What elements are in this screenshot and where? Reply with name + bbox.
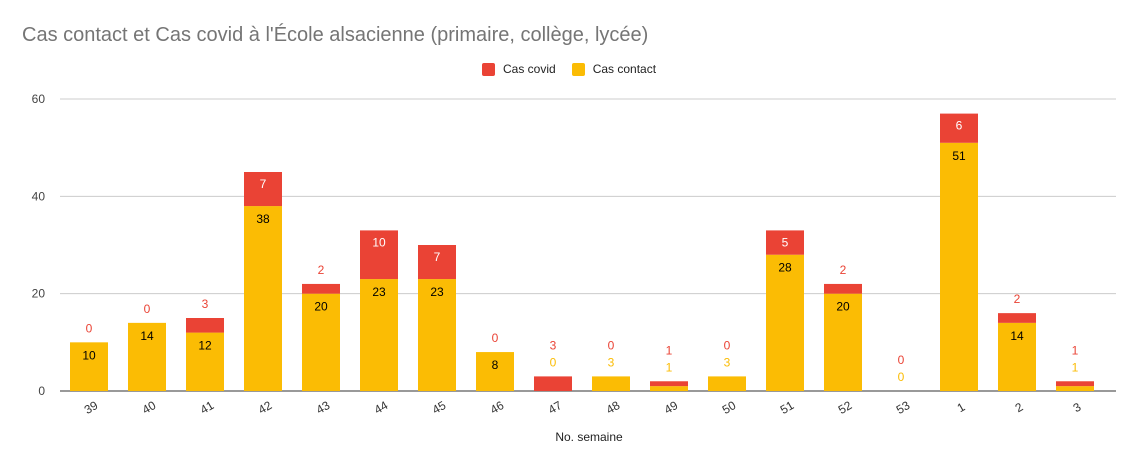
legend-item-contact[interactable]: Cas contact xyxy=(571,62,657,76)
x-tick-label: 46 xyxy=(488,398,507,417)
bar-cas-contact[interactable] xyxy=(998,322,1036,391)
x-tick-label: 44 xyxy=(372,398,391,417)
x-tick-label: 45 xyxy=(430,398,449,417)
bar-cas-covid[interactable] xyxy=(940,113,978,143)
x-tick-label: 51 xyxy=(778,398,797,417)
data-label-cas-covid: 7 xyxy=(434,250,441,264)
data-label-cas-contact: 38 xyxy=(256,212,270,226)
y-tick-label: 40 xyxy=(32,189,46,203)
bar-cas-covid[interactable] xyxy=(534,376,572,391)
x-tick-label: 48 xyxy=(604,398,623,417)
x-tick-label: 53 xyxy=(894,398,913,417)
bar-cas-contact[interactable] xyxy=(940,142,978,391)
data-label-cas-covid: 1 xyxy=(1072,343,1079,357)
bar-cas-contact[interactable] xyxy=(592,376,630,391)
data-label-cas-covid: 1 xyxy=(666,343,673,357)
data-label-cas-contact: 1 xyxy=(1072,360,1079,374)
bar-cas-contact[interactable] xyxy=(650,386,688,391)
data-label-cas-covid: 5 xyxy=(782,235,789,249)
bar-cas-covid[interactable] xyxy=(824,283,862,294)
data-label-cas-contact: 51 xyxy=(952,149,966,163)
bar-cas-contact[interactable] xyxy=(244,206,282,391)
data-label-cas-contact: 20 xyxy=(836,300,850,314)
x-tick-label: 42 xyxy=(256,398,275,417)
data-label-cas-contact: 28 xyxy=(778,261,792,275)
legend-item-covid[interactable]: Cas covid xyxy=(482,62,556,76)
x-tick-label: 52 xyxy=(836,398,855,417)
data-label-cas-covid: 2 xyxy=(840,263,847,277)
x-tick-label: 47 xyxy=(546,398,565,417)
bar-cas-covid[interactable] xyxy=(186,318,224,333)
legend: Cas covid Cas contact xyxy=(482,62,672,76)
data-label-cas-contact: 14 xyxy=(1010,329,1024,343)
data-label-cas-contact: 12 xyxy=(198,339,212,353)
x-tick-label: 40 xyxy=(140,398,159,417)
data-label-cas-contact: 0 xyxy=(550,355,557,369)
data-label-cas-contact: 0 xyxy=(898,370,905,384)
data-label-cas-contact: 23 xyxy=(372,285,386,299)
data-label-cas-contact: 3 xyxy=(608,355,615,369)
legend-label-covid: Cas covid xyxy=(503,62,556,76)
bar-cas-covid[interactable] xyxy=(1056,381,1094,387)
data-label-cas-covid: 7 xyxy=(260,177,267,191)
bar-cas-covid[interactable] xyxy=(766,230,804,255)
data-label-cas-covid: 0 xyxy=(86,321,93,335)
bar-cas-covid[interactable] xyxy=(360,230,398,280)
x-tick-label: 2 xyxy=(1013,400,1026,416)
data-label-cas-covid: 0 xyxy=(492,331,499,345)
bar-cas-covid[interactable] xyxy=(302,283,340,294)
data-label-cas-covid: 0 xyxy=(608,338,615,352)
data-label-cas-covid: 0 xyxy=(724,338,731,352)
data-label-cas-covid: 0 xyxy=(898,353,905,367)
x-axis-title: No. semaine xyxy=(555,430,623,444)
legend-swatch-contact xyxy=(571,62,585,76)
bar-cas-contact[interactable] xyxy=(708,376,746,391)
data-label-cas-contact: 14 xyxy=(140,329,154,343)
data-label-cas-covid: 10 xyxy=(372,235,386,249)
legend-swatch-covid xyxy=(482,62,495,76)
y-tick-label: 20 xyxy=(32,287,46,301)
bar-cas-contact[interactable] xyxy=(1056,386,1094,391)
bar-cas-contact[interactable] xyxy=(418,279,456,391)
bar-cas-covid[interactable] xyxy=(244,172,282,207)
data-label-cas-covid: 3 xyxy=(550,338,557,352)
x-tick-label: 49 xyxy=(662,398,681,417)
chart-title: Cas contact et Cas covid à l'École alsac… xyxy=(22,24,649,46)
y-tick-label: 0 xyxy=(38,384,45,398)
bar-cas-contact[interactable] xyxy=(128,322,166,391)
bar-cas-contact[interactable] xyxy=(302,293,340,391)
data-label-cas-contact: 3 xyxy=(724,355,731,369)
y-tick-label: 60 xyxy=(32,92,46,106)
bar-cas-covid[interactable] xyxy=(650,381,688,387)
legend-label-contact: Cas contact xyxy=(592,62,657,76)
data-label-cas-covid: 0 xyxy=(144,302,151,316)
data-label-cas-contact: 1 xyxy=(666,360,673,374)
data-label-cas-contact: 10 xyxy=(82,348,96,362)
bar-cas-contact[interactable] xyxy=(70,342,108,391)
x-tick-label: 43 xyxy=(314,398,333,417)
bar-cas-covid[interactable] xyxy=(998,313,1036,323)
data-label-cas-covid: 3 xyxy=(202,297,209,311)
x-tick-label: 1 xyxy=(955,400,968,416)
bar-cas-covid[interactable] xyxy=(418,245,456,280)
x-tick-label: 3 xyxy=(1071,400,1084,416)
x-tick-label: 39 xyxy=(82,398,101,417)
data-label-cas-covid: 6 xyxy=(956,119,963,133)
x-tick-label: 50 xyxy=(720,398,739,417)
data-label-cas-covid: 2 xyxy=(1014,292,1021,306)
bar-cas-contact[interactable] xyxy=(186,332,224,391)
data-label-cas-contact: 8 xyxy=(492,358,499,372)
bar-cas-contact[interactable] xyxy=(824,293,862,391)
x-tick-label: 41 xyxy=(198,398,217,417)
data-label-cas-contact: 20 xyxy=(314,300,328,314)
data-label-cas-covid: 2 xyxy=(318,263,325,277)
bar-cas-contact[interactable] xyxy=(766,254,804,391)
bar-cas-contact[interactable] xyxy=(476,352,514,391)
data-label-cas-contact: 23 xyxy=(430,285,444,299)
bar-cas-contact[interactable] xyxy=(360,279,398,391)
